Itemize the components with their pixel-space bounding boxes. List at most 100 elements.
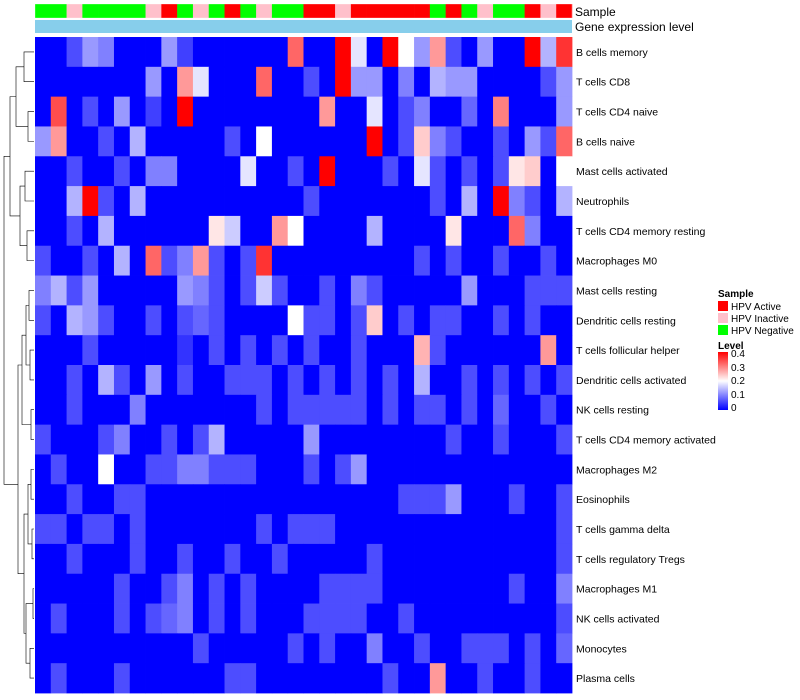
heatmap-cell	[445, 37, 462, 68]
heatmap-cell	[540, 215, 557, 247]
heatmap-cell	[129, 66, 146, 98]
heatmap-cell	[35, 126, 52, 157]
heatmap-cell	[256, 573, 273, 604]
heatmap-cell	[493, 484, 510, 515]
level-tick-0-2: 0.2	[731, 376, 745, 387]
heatmap-cell	[303, 454, 320, 485]
legend-label-hpv-negative: HPV Negative	[731, 326, 794, 337]
heatmap-cell	[556, 514, 573, 545]
heatmap-cell	[350, 543, 368, 575]
dendrogram-branch	[21, 334, 31, 425]
row-label: Mast cells resting	[576, 285, 657, 297]
heatmap-cell	[303, 96, 320, 127]
heatmap-cell	[461, 275, 478, 306]
heatmap-cell	[382, 37, 399, 68]
heatmap-cell	[66, 245, 83, 276]
heatmap-cell	[35, 37, 52, 68]
heatmap-cell	[192, 126, 210, 157]
heatmap-cell	[129, 484, 146, 515]
heatmap-cell	[208, 37, 225, 68]
heatmap-cell	[414, 96, 431, 127]
heatmap-cell	[208, 573, 225, 604]
heatmap-cell	[177, 335, 194, 366]
heatmap-cell	[414, 514, 431, 545]
heatmap-cell	[50, 633, 67, 664]
heatmap-cell	[161, 275, 178, 306]
heatmap-cell	[177, 454, 194, 485]
heatmap-cell	[493, 424, 510, 455]
heatmap-cell	[398, 633, 415, 664]
heatmap-cell	[414, 663, 431, 694]
heatmap-cell	[177, 543, 194, 575]
heatmap-cell	[129, 37, 146, 68]
heatmap-cell	[461, 484, 478, 515]
heatmap-cell	[50, 245, 67, 276]
heatmap-cell	[177, 573, 194, 604]
heatmap-cell	[382, 603, 399, 634]
heatmap-cell	[493, 66, 510, 98]
heatmap-cell	[240, 484, 257, 515]
heatmap-cell	[350, 424, 368, 455]
heatmap-cell	[493, 603, 510, 634]
heatmap-cell	[414, 126, 431, 157]
heatmap-cell	[35, 275, 52, 306]
heatmap-cell	[82, 394, 99, 426]
heatmap-cell	[271, 305, 289, 336]
heatmap-cell	[398, 335, 415, 366]
heatmap-cell	[35, 603, 52, 634]
heatmap-cell	[461, 633, 478, 664]
heatmap-cell	[66, 484, 83, 515]
heatmap-cell	[66, 603, 83, 634]
heatmap-cell	[177, 424, 194, 455]
heatmap-cell	[113, 424, 131, 455]
heatmap-cell	[493, 663, 510, 694]
heatmap-cell	[508, 454, 526, 485]
heatmap-cell	[145, 215, 162, 247]
heatmap-cell	[508, 305, 526, 336]
heatmap-cell	[82, 96, 99, 127]
heatmap-cell	[66, 126, 83, 157]
heatmap-cell	[240, 603, 257, 634]
heatmap-cell	[556, 603, 573, 634]
heatmap-cell	[208, 514, 225, 545]
heatmap-cell	[113, 543, 131, 575]
heatmap-cell	[524, 454, 541, 485]
heatmap-cell	[161, 543, 178, 575]
heatmap-cell	[493, 37, 510, 68]
heatmap-cell	[319, 484, 336, 515]
heatmap-cell	[350, 514, 368, 545]
legend-swatch-hpv-negative	[718, 325, 728, 335]
heatmap-cell	[350, 335, 368, 366]
sample-cell	[161, 4, 178, 18]
sample-cell	[240, 4, 257, 18]
heatmap-cell	[256, 633, 273, 664]
heatmap-cell	[271, 215, 289, 247]
heatmap-cell	[271, 66, 289, 98]
heatmap-cell	[429, 365, 447, 396]
heatmap-cell	[161, 156, 178, 187]
heatmap-cell	[35, 66, 52, 98]
heatmap-cell	[398, 394, 415, 426]
heatmap-cell	[429, 633, 447, 664]
heatmap-cell	[224, 394, 241, 426]
heatmap-cell	[540, 186, 557, 217]
heatmap-cell	[129, 215, 146, 247]
heatmap-cell	[66, 215, 83, 247]
heatmap-cell	[35, 245, 52, 276]
heatmap-cell	[493, 126, 510, 157]
sample-cell	[192, 4, 210, 18]
heatmap-cell	[240, 156, 257, 187]
heatmap-cell	[445, 215, 462, 247]
heatmap-cell	[113, 484, 131, 515]
heatmap-cell	[192, 37, 210, 68]
heatmap-cell	[461, 215, 478, 247]
heatmap-cell	[366, 514, 383, 545]
heatmap-cell	[224, 365, 241, 396]
sample-cell	[445, 4, 462, 18]
heatmap-cell	[145, 156, 162, 187]
heatmap-cell	[256, 424, 273, 455]
heatmap-cell	[540, 66, 557, 98]
dendrogram-branch	[15, 66, 28, 127]
heatmap-cell	[319, 543, 336, 575]
heatmap-cell	[66, 96, 83, 127]
